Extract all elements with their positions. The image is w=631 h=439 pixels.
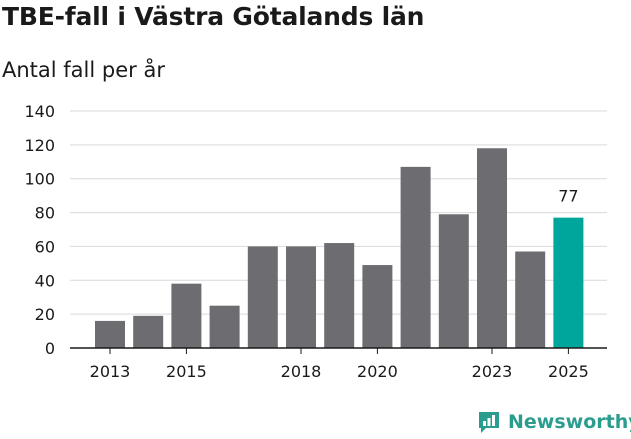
chart-title: TBE-fall i Västra Götalands län (2, 2, 425, 31)
bar (286, 246, 316, 348)
x-tick-label: 2025 (548, 362, 589, 381)
y-tick-label: 100 (24, 170, 55, 189)
y-tick-label: 80 (35, 204, 55, 223)
y-tick-label: 0 (45, 339, 55, 358)
bar (324, 243, 355, 348)
newsworthy-logo: Newsworthy (476, 407, 631, 437)
bar (209, 305, 240, 348)
data-labels: 77 (558, 187, 578, 206)
bar (438, 214, 469, 348)
y-tick-label: 140 (24, 102, 55, 121)
newsworthy-logo-icon (479, 412, 499, 433)
x-tick-label: 2023 (472, 362, 513, 381)
data-label: 77 (558, 187, 578, 206)
y-tick-label: 20 (35, 305, 55, 324)
bar (133, 315, 164, 348)
bar (247, 246, 278, 348)
bars (95, 148, 584, 348)
bar (95, 320, 125, 348)
x-axis: 2013 2015 2018 2020 2023 2025 (70, 347, 607, 381)
bar (553, 217, 584, 348)
bar (515, 251, 546, 348)
y-tick-label: 60 (35, 237, 55, 256)
x-tick-label: 2013 (90, 362, 131, 381)
bar (400, 166, 431, 348)
newsworthy-logo-text: Newsworthy (508, 411, 631, 433)
y-tick-label: 40 (35, 271, 55, 290)
x-tick-label: 2015 (166, 362, 207, 381)
bar (477, 148, 507, 348)
bar (362, 265, 393, 348)
x-tick-label: 2018 (281, 362, 322, 381)
y-tick-label: 120 (24, 136, 55, 155)
bar (171, 283, 202, 348)
y-axis-ticks: 0 20 40 60 80 100 120 140 (24, 102, 55, 358)
x-tick-label: 2020 (357, 362, 398, 381)
chart-subtitle: Antal fall per år (2, 58, 165, 82)
